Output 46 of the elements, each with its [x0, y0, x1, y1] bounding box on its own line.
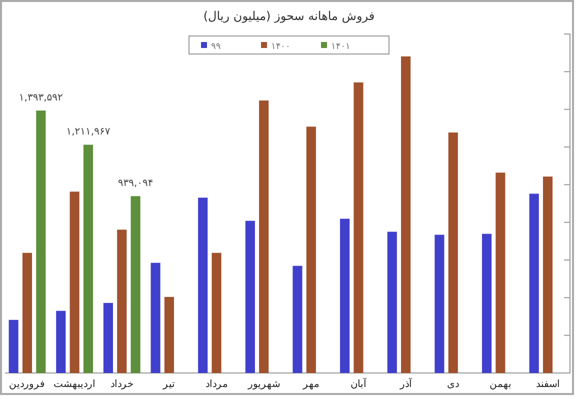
bar	[103, 302, 113, 373]
bar	[212, 252, 222, 373]
x-tick-label: فروردین	[9, 379, 46, 390]
bar	[448, 132, 458, 373]
bar	[340, 218, 350, 373]
x-tick-label: آبان	[350, 377, 368, 390]
bar	[56, 310, 66, 373]
x-tick-label: شهریور	[246, 379, 280, 390]
x-tick-label: تیر	[162, 379, 176, 390]
bar	[36, 110, 46, 373]
bar	[434, 234, 444, 373]
data-label: ۱,۳۹۳,۵۹۲	[18, 92, 63, 104]
bar	[259, 100, 269, 373]
x-tick-label: اردیبهشت	[54, 379, 96, 390]
bar	[387, 232, 397, 373]
bar	[401, 56, 411, 373]
bar	[292, 266, 302, 373]
x-tick-label: بهمن	[489, 379, 512, 390]
bar	[482, 234, 492, 373]
bar	[529, 194, 539, 373]
bar	[496, 172, 506, 373]
x-tick-label: دی	[447, 379, 460, 390]
x-tick-label: اسفند	[536, 379, 560, 390]
bar	[130, 196, 140, 373]
bar	[198, 198, 208, 373]
bar	[83, 144, 94, 373]
bar	[70, 192, 80, 373]
legend-label: ۹۹	[211, 42, 221, 52]
bar	[245, 220, 255, 373]
legend-label: ۱۴۰۰	[271, 42, 290, 52]
bar	[8, 320, 18, 373]
bar	[542, 176, 553, 373]
bar	[117, 230, 127, 373]
data-label: ۹۳۹,۰۹۴	[118, 178, 154, 190]
chart-title: فروش ماهانه سحوز (میلیون ریال)	[203, 9, 375, 23]
data-label: ۱,۲۱۱,۹۶۷	[66, 126, 111, 138]
x-tick-label: مهر	[302, 379, 320, 390]
bar	[354, 82, 364, 373]
x-tick-label: خرداد	[110, 379, 134, 390]
bar	[22, 252, 32, 373]
bar	[306, 126, 316, 373]
bar	[150, 262, 160, 373]
x-tick-label: مرداد	[206, 379, 228, 390]
bar	[164, 296, 174, 373]
legend-label: ۱۴۰۱	[331, 42, 350, 52]
x-tick-label: آذر	[398, 377, 413, 390]
